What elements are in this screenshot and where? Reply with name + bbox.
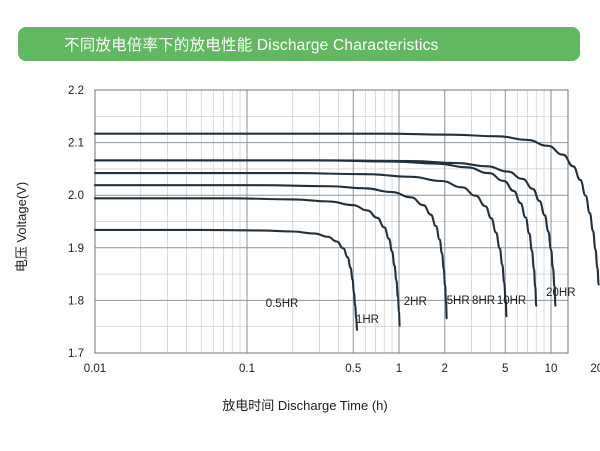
curve-label-2hr: 2HR — [404, 296, 427, 308]
x-tick-5: 5 — [502, 363, 508, 375]
x-tick-0.01: 0.01 — [84, 363, 106, 375]
curve-0.5hr — [93, 228, 359, 331]
y-tick-2.2: 2.2 — [68, 85, 84, 97]
curve-label-0.5hr: 0.5HR — [266, 298, 299, 310]
curve-20hr — [93, 132, 600, 286]
y-tick-1.9: 1.9 — [68, 243, 84, 255]
y-tick-1.8: 1.8 — [68, 295, 84, 307]
x-axis-title: 放电时间 Discharge Time (h) — [222, 398, 387, 413]
x-tick-1: 1 — [396, 363, 402, 375]
chart-canvas: 0.5HR 1HR 2HR 5HR 8HR 10HR 20HR 0.01 0.1 0.5 1 2 5 1… — [14, 85, 600, 413]
curve-annotations: 0.5HR 1HR 2HR 5HR 8HR 10HR 20HR — [266, 287, 576, 326]
curve-label-1hr: 1HR — [356, 314, 379, 326]
y-axis-tick-labels: 1.7 1.8 1.9 2.0 2.1 2.2 — [68, 85, 84, 360]
curve-5hr — [93, 172, 508, 318]
curve-label-8hr: 8HR — [472, 295, 495, 307]
y-tick-2.0: 2.0 — [68, 190, 84, 202]
discharge-curves — [93, 132, 600, 331]
page-title: 不同放电倍率下的放电性能 Discharge Characteristics — [64, 37, 439, 54]
plot-area-border — [94, 89, 569, 354]
x-tick-0.5: 0.5 — [345, 363, 361, 375]
chart-title-bar: 不同放电倍率下的放电性能 Discharge Characteristics — [18, 27, 580, 61]
x-tick-2: 2 — [442, 363, 448, 375]
curve-label-10hr: 10HR — [497, 295, 526, 307]
grid-minor-lines — [95, 90, 568, 353]
y-tick-1.7: 1.7 — [68, 348, 84, 360]
y-axis-title: 电压 Voltage(V) — [14, 182, 29, 272]
x-tick-10: 10 — [545, 363, 558, 375]
curve-label-5hr: 5HR — [447, 295, 470, 307]
x-tick-0.1: 0.1 — [239, 363, 255, 375]
curve-label-20hr: 20HR — [546, 287, 575, 299]
curve-2hr — [93, 184, 448, 320]
y-tick-2.1: 2.1 — [68, 138, 84, 150]
curve-1hr — [93, 197, 401, 327]
curve-10hr — [93, 159, 557, 307]
discharge-characteristics-chart: 0.5HR 1HR 2HR 5HR 8HR 10HR 20HR 0.01 0.1 0.5 1 2 5 1… — [0, 66, 600, 451]
x-tick-20: 20 — [590, 363, 600, 375]
x-axis-tick-labels: 0.01 0.1 0.5 1 2 5 10 20 — [84, 363, 600, 375]
